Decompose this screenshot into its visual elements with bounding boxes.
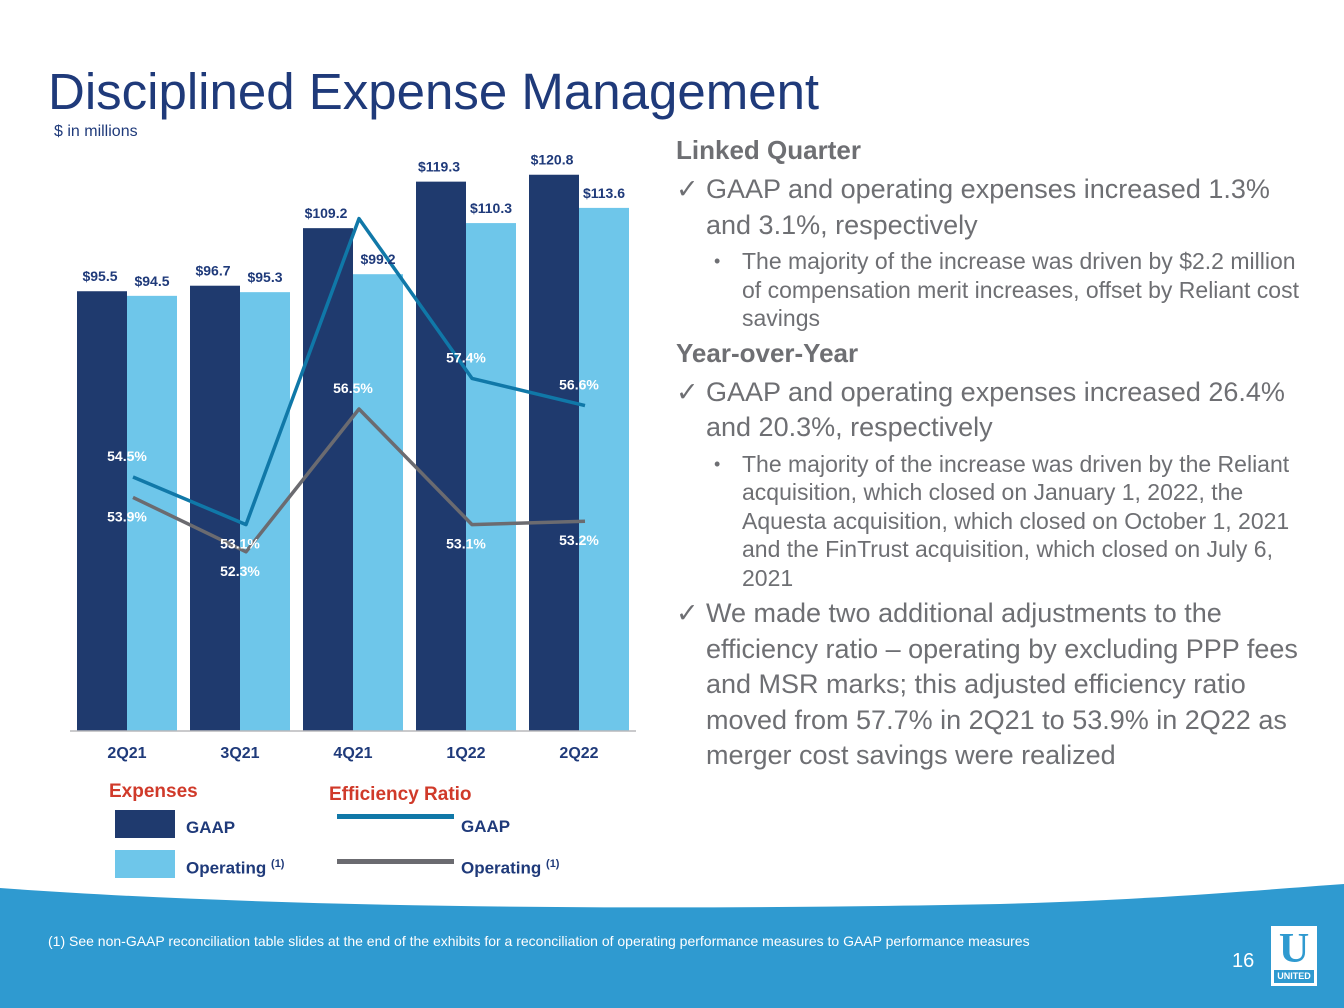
gaap-bar-label: $109.2 bbox=[305, 205, 348, 221]
yoy-bullet-text: GAAP and operating expenses increased 26… bbox=[706, 376, 1285, 443]
gaap-efficiency-line-label: 57.4% bbox=[446, 349, 486, 365]
operating-bar-label: $99.2 bbox=[360, 251, 395, 267]
x-tick-label: 3Q21 bbox=[220, 745, 259, 762]
legend-gaap-bar-label: GAAP bbox=[186, 818, 236, 837]
logo-letter: U bbox=[1278, 926, 1310, 972]
gaap-bar-1q22 bbox=[416, 181, 466, 731]
footnote-marker: (1) bbox=[546, 858, 560, 870]
bullet-dot-icon: • bbox=[714, 453, 721, 474]
linked-quarter-sub-text: The majority of the increase was driven … bbox=[742, 248, 1299, 331]
linked-quarter-bullet: ✓ GAAP and operating expenses increased … bbox=[676, 172, 1316, 243]
page-title: Disciplined Expense Management bbox=[48, 63, 820, 120]
x-tick-label: 2Q21 bbox=[107, 745, 146, 762]
gaap-bar-3q21 bbox=[190, 285, 240, 731]
expense-chart: $95.5 $94.5 $96.7 $95.3 $109.2 $99.2 $119.3 $11… bbox=[70, 152, 636, 762]
gaap-bar-2q21 bbox=[77, 291, 127, 731]
check-icon: ✓ bbox=[676, 598, 699, 628]
operating-efficiency-line-label: 53.1% bbox=[446, 536, 486, 552]
operating-efficiency-line-label: 53.2% bbox=[559, 532, 599, 548]
operating-bar-1q22 bbox=[466, 223, 516, 731]
bars-layer bbox=[77, 174, 629, 732]
operating-efficiency-line-label: 52.3% bbox=[220, 563, 260, 579]
x-tick-label: 4Q21 bbox=[333, 745, 372, 762]
gaap-bar-label: $95.5 bbox=[82, 268, 117, 284]
operating-bar-label: $95.3 bbox=[247, 269, 282, 285]
footer-wave bbox=[0, 884, 1344, 1008]
efficiency-bullet: ✓ We made two additional adjustments to … bbox=[676, 596, 1316, 774]
gaap-efficiency-line-label: 54.5% bbox=[107, 448, 147, 464]
bullet-dot-icon: • bbox=[714, 251, 721, 271]
gaap-bar-2q22 bbox=[529, 174, 579, 732]
gaap-bar-label: $96.7 bbox=[195, 263, 230, 279]
operating-efficiency-line-label: 53.9% bbox=[107, 508, 147, 524]
operating-efficiency-line bbox=[132, 407, 586, 554]
footnote-marker: (1) bbox=[271, 858, 285, 870]
efficiency-bullet-text: We made two additional adjustments to th… bbox=[706, 598, 1298, 770]
legend-expenses-title: Expenses bbox=[109, 781, 198, 802]
footnote: (1) See non-GAAP reconciliation table sl… bbox=[48, 933, 1030, 949]
units-subtitle: $ in millions bbox=[54, 123, 138, 140]
ticks-layer: 2Q21 3Q21 4Q21 1Q22 2Q22 bbox=[107, 745, 598, 762]
check-icon: ✓ bbox=[676, 376, 699, 407]
page-number: 16 bbox=[1232, 950, 1255, 972]
operating-bar-label: $94.5 bbox=[134, 273, 169, 289]
yoy-sub-text: The majority of the increase was driven … bbox=[742, 450, 1290, 591]
legend-operating-bar-text: Operating bbox=[186, 858, 267, 878]
logo-text: UNITED bbox=[1274, 970, 1314, 983]
legend-operating-bar-label: Operating (1) bbox=[186, 858, 284, 879]
operating-bar-label: $113.6 bbox=[583, 185, 625, 201]
yoy-sub-bullet: • The majority of the increase was drive… bbox=[676, 450, 1316, 593]
legend-ratio-title: Efficiency Ratio bbox=[329, 784, 472, 805]
check-icon: ✓ bbox=[676, 174, 699, 204]
gaap-efficiency-line-label: 62.1% bbox=[333, 190, 373, 206]
x-tick-label: 2Q22 bbox=[559, 745, 598, 762]
linked-quarter-heading: Linked Quarter bbox=[676, 135, 861, 165]
legend-operating-line-swatch bbox=[337, 859, 454, 864]
gaap-bar-label: $120.8 bbox=[531, 152, 574, 168]
labels-layer: $95.5 $94.5 $96.7 $95.3 $109.2 $99.2 $119.3 $11… bbox=[82, 152, 625, 579]
legend-operating-bar-swatch bbox=[115, 850, 175, 878]
legend-operating-line-text: Operating bbox=[461, 858, 542, 878]
gaap-efficiency-line-label: 53.1% bbox=[220, 536, 260, 552]
x-tick-label: 1Q22 bbox=[446, 745, 485, 762]
legend-gaap-line-label: GAAP bbox=[461, 817, 511, 836]
operating-bar-3q21 bbox=[240, 292, 290, 731]
operating-efficiency-line-label: 56.5% bbox=[333, 380, 373, 396]
commentary-panel: Linked Quarter ✓ GAAP and operating expe… bbox=[676, 134, 1316, 774]
legend-operating-line-label: Operating (1) bbox=[461, 858, 559, 879]
gaap-bar-4q21 bbox=[303, 228, 353, 731]
gaap-efficiency-line-label: 56.6% bbox=[559, 377, 599, 393]
lines-layer bbox=[132, 216, 586, 554]
gaap-bar-label: $119.3 bbox=[418, 159, 460, 175]
linked-quarter-sub-bullet: • The majority of the increase was drive… bbox=[676, 247, 1316, 333]
operating-bar-2q22 bbox=[579, 207, 629, 731]
yoy-bullet: ✓ GAAP and operating expenses increased … bbox=[676, 375, 1316, 446]
operating-bar-label: $110.3 bbox=[470, 200, 512, 216]
linked-quarter-bullet-text: GAAP and operating expenses increased 1.… bbox=[706, 174, 1270, 240]
year-over-year-heading: Year-over-Year bbox=[676, 337, 859, 368]
legend-gaap-line-swatch bbox=[337, 814, 454, 819]
united-logo: U UNITED bbox=[1271, 926, 1317, 986]
operating-bar-4q21 bbox=[353, 274, 403, 731]
gaap-efficiency-line bbox=[132, 216, 586, 527]
legend-gaap-bar-swatch bbox=[115, 810, 175, 838]
